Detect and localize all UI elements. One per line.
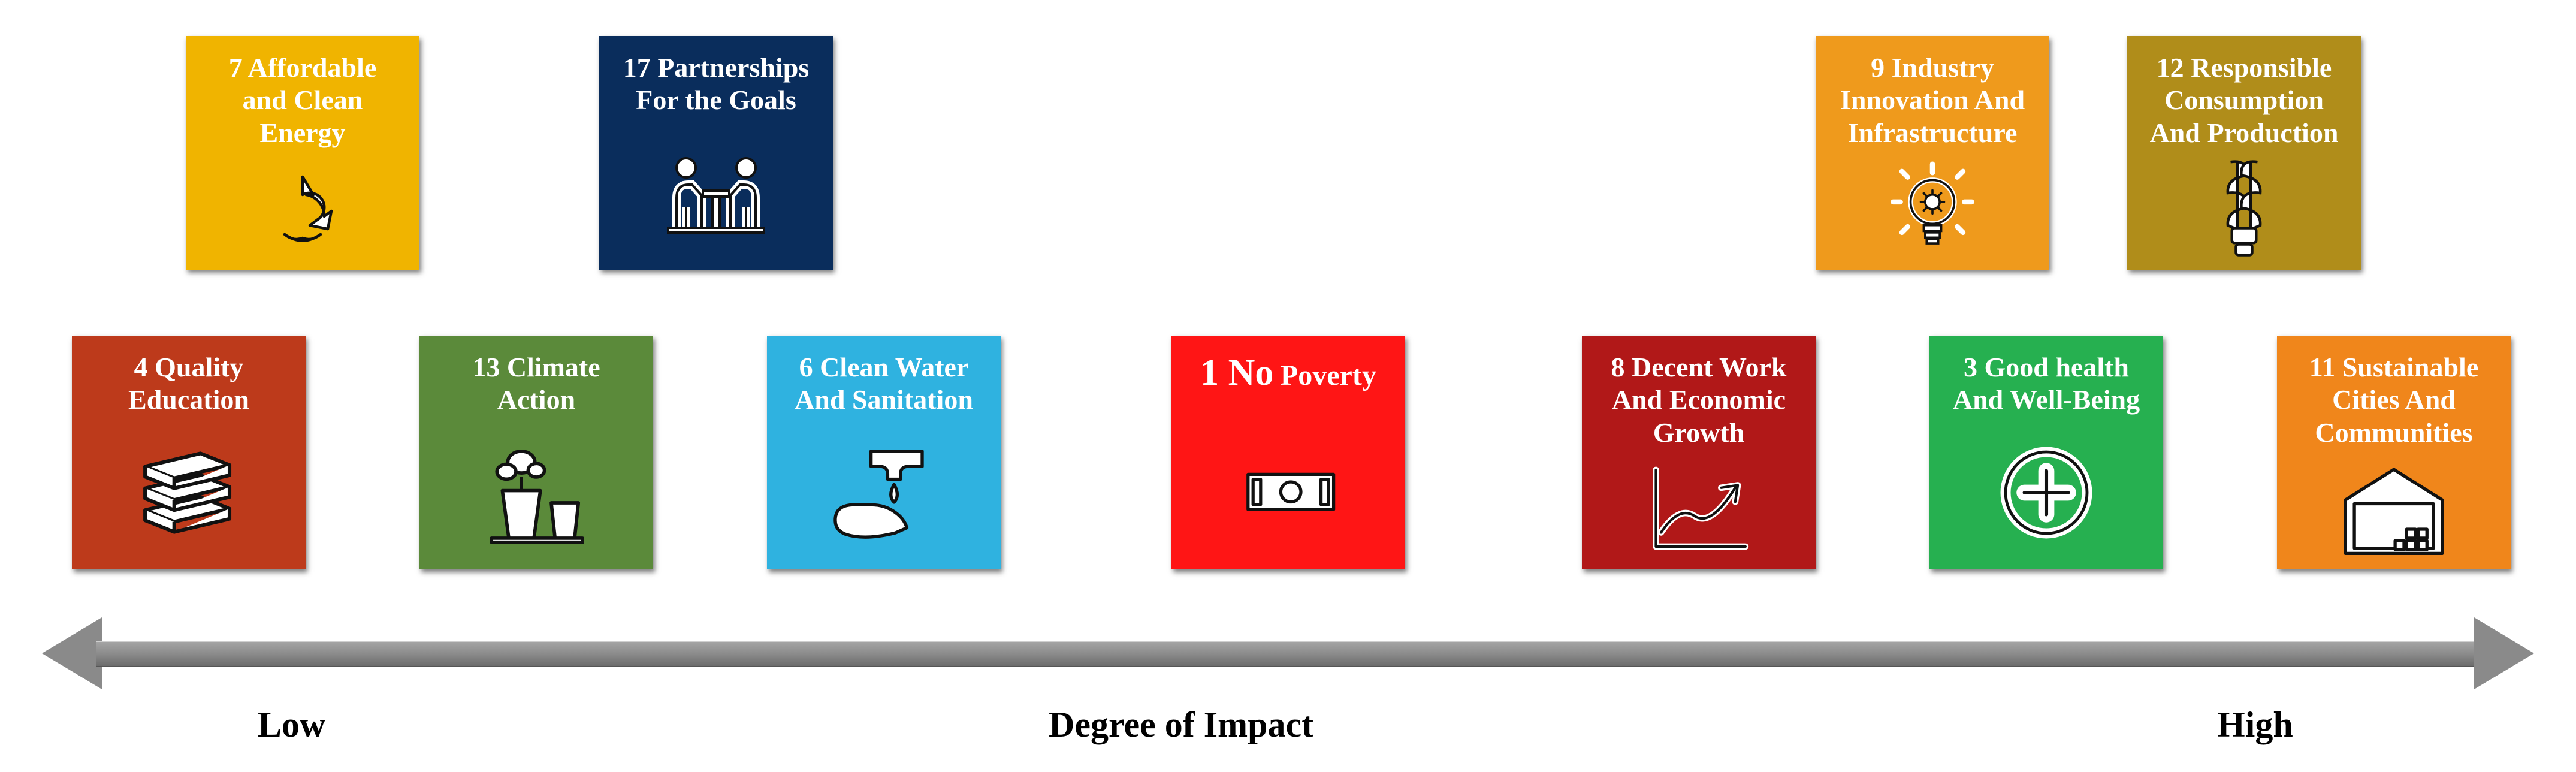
- tile-label: 17 Partnerships For the Goals: [623, 52, 810, 117]
- tile-label: 8 Decent Work And Economic Growth: [1611, 351, 1786, 449]
- figure-root: Low Degree of Impact High 7 Affordable a…: [0, 0, 2576, 772]
- tile-label: 7 Affordable and Clean Energy: [229, 52, 377, 149]
- tile-label: 3 Good health And Well-Being: [1953, 351, 2140, 417]
- tile-sdg8: 8 Decent Work And Economic Growth: [1582, 336, 1816, 569]
- growth-icon: [1593, 449, 1805, 569]
- plant-icon: [430, 417, 642, 569]
- tile-sdg7: 7 Affordable and Clean Energy: [186, 36, 419, 270]
- tile-sdg11: 11 Sustainable Cities And Communities: [2277, 336, 2511, 569]
- water-icon: [778, 417, 990, 569]
- arrow-bar: [96, 641, 2480, 667]
- tile-label: 12 Responsible Consumption And Productio…: [2150, 52, 2339, 149]
- cfl-icon: [2138, 149, 2350, 270]
- books-icon: [83, 417, 295, 569]
- tile-sdg13: 13 Climate Action: [419, 336, 653, 569]
- money-icon: [1182, 395, 1394, 569]
- tile-sdg9: 9 Industry Innovation And Infrastructure: [1816, 36, 2049, 270]
- axis-title: Degree of Impact: [1049, 704, 1313, 746]
- partnership-icon: [610, 117, 822, 270]
- tile-label: 13 Climate Action: [472, 351, 600, 417]
- tile-sdg1: 1 No Poverty: [1171, 336, 1405, 569]
- tile-label: 9 Industry Innovation And Infrastructure: [1840, 52, 2025, 149]
- arrow-head-left-icon: [42, 617, 102, 689]
- tile-sdg12: 12 Responsible Consumption And Productio…: [2127, 36, 2361, 270]
- tile-label: 1 No Poverty: [1200, 351, 1376, 395]
- tile-sdg4: 4 Quality Education: [72, 336, 306, 569]
- tile-label: 4 Quality Education: [128, 351, 249, 417]
- axis-low-label: Low: [258, 704, 325, 746]
- axis-high-label: High: [2217, 704, 2293, 746]
- tile-sdg3: 3 Good health And Well-Being: [1929, 336, 2163, 569]
- arrow-head-right-icon: [2474, 617, 2534, 689]
- health-icon: [1940, 417, 2152, 569]
- tile-label: 6 Clean Water And Sanitation: [795, 351, 973, 417]
- building-icon: [2288, 449, 2500, 569]
- tile-sdg17: 17 Partnerships For the Goals: [599, 36, 833, 270]
- lightbulb-icon: [1826, 149, 2039, 270]
- tile-label: 11 Sustainable Cities And Communities: [2309, 351, 2479, 449]
- impact-arrow: [42, 623, 2534, 683]
- tile-sdg6: 6 Clean Water And Sanitation: [767, 336, 1001, 569]
- recycle-icon: [197, 149, 409, 270]
